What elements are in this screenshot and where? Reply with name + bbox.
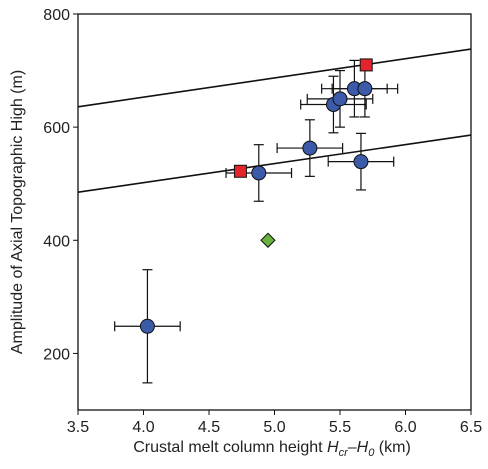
y-tick-label: 800 <box>43 7 70 24</box>
x-tick-label: 5.5 <box>329 419 351 436</box>
x-tick-label: 3.5 <box>67 419 89 436</box>
y-tick-label: 200 <box>43 346 70 363</box>
x-label-symbol: H <box>327 439 339 456</box>
circle-point <box>251 165 267 181</box>
x-label-text: (km) <box>374 439 410 456</box>
x-label-subscript: cr <box>339 447 350 459</box>
y-tick-label: 600 <box>43 120 70 137</box>
square-point <box>359 58 373 72</box>
x-tick-label: 4.5 <box>198 419 220 436</box>
x-axis-label: Crustal melt column height Hcr–H0 (km) <box>133 439 411 459</box>
y-tick-label: 400 <box>43 233 70 250</box>
x-tick-label: 5.0 <box>263 419 285 436</box>
y-axis-label: Amplitude of Axial Topographic High (m) <box>9 70 26 354</box>
circle-point <box>139 318 155 334</box>
trend-line <box>77 48 472 108</box>
x-label-subscript: 0 <box>368 447 375 459</box>
trend-line <box>77 134 472 193</box>
circle-point <box>332 91 348 107</box>
x-tick-label: 4.0 <box>132 419 154 436</box>
x-tick-label: 6.5 <box>460 419 482 436</box>
circle-point <box>353 154 369 170</box>
square-point <box>233 164 247 178</box>
plot-frame <box>77 13 472 411</box>
circle-point <box>302 140 318 156</box>
diamond-point <box>260 232 276 248</box>
x-label-text: Crustal melt column height <box>133 439 327 456</box>
circle-point <box>357 81 373 97</box>
x-tick-label: 6.0 <box>394 419 416 436</box>
x-label-symbol: –H <box>347 439 369 456</box>
